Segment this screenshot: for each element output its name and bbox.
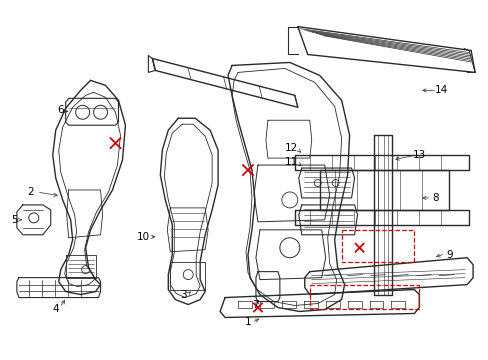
Text: 7: 7 [251,300,258,310]
Text: 11: 11 [285,157,298,167]
Text: 3: 3 [180,289,186,300]
Text: 10: 10 [137,232,150,242]
Text: 9: 9 [445,250,451,260]
Text: 12: 12 [285,143,298,153]
Text: 8: 8 [431,193,438,203]
Text: 4: 4 [52,305,59,315]
Text: 2: 2 [27,187,34,197]
Text: 6: 6 [57,105,64,115]
Text: 1: 1 [244,318,251,328]
Text: 13: 13 [412,150,425,160]
Text: 14: 14 [434,85,447,95]
Text: 5: 5 [12,215,18,225]
